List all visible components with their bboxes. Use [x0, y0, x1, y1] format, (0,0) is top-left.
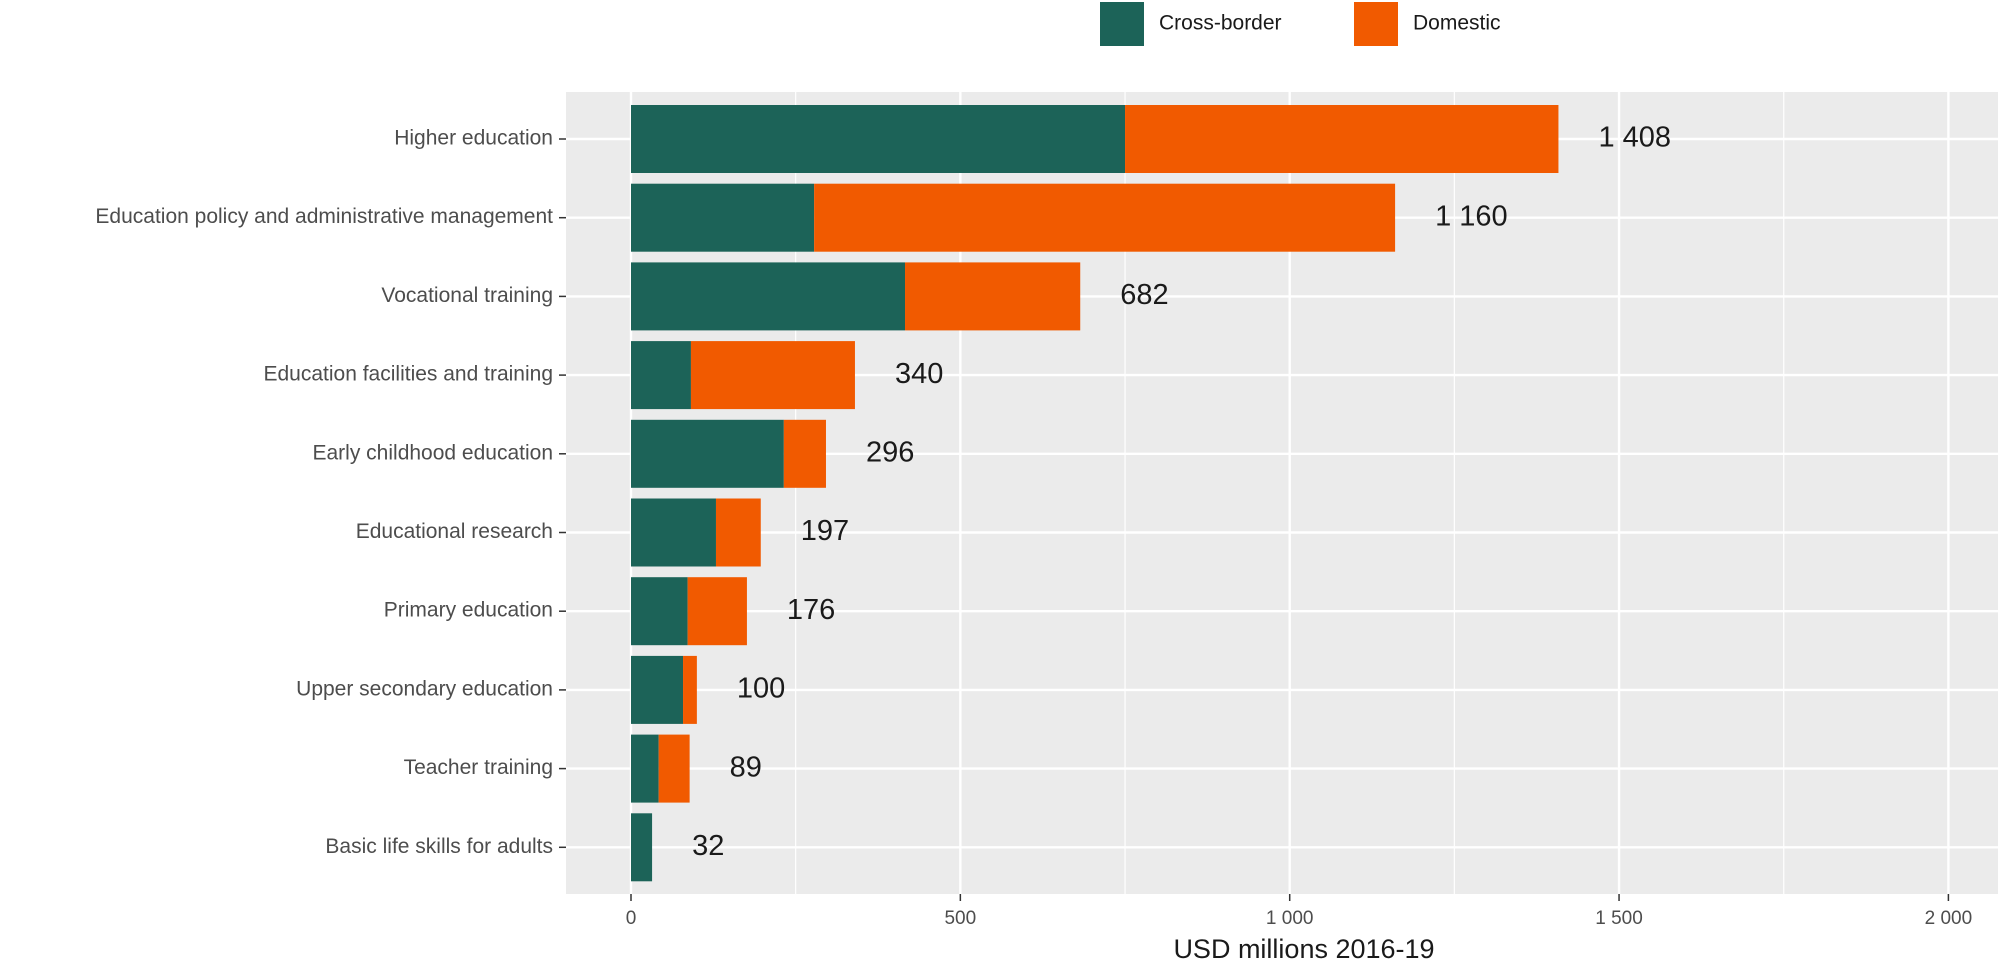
legend-swatch-domestic: [1354, 2, 1398, 46]
category-label: Upper secondary education: [296, 677, 553, 700]
category-label: Basic life skills for adults: [325, 835, 553, 858]
legend-label-cross-border: Cross-border: [1159, 12, 1282, 35]
legend-label-domestic: Domestic: [1413, 12, 1501, 35]
total-label: 1 160: [1435, 200, 1508, 232]
total-labels: 1 408 1 160 682 340 296 197 176 100 89 32: [692, 122, 1671, 862]
bar-domestic: [814, 183, 1396, 252]
x-tick-label: 1 500: [1595, 908, 1643, 929]
category-label: Education policy and administrative mana…: [95, 205, 553, 228]
bar-domestic: [1125, 105, 1559, 173]
category-label: Educational research: [356, 520, 553, 543]
total-label: 340: [895, 358, 943, 390]
bar-domestic: [687, 577, 747, 646]
x-tick-label: 0: [626, 908, 637, 929]
bar-domestic: [715, 498, 761, 567]
total-label: 100: [737, 673, 785, 705]
x-tick-label: 500: [944, 908, 976, 929]
legend: Cross-border Domestic: [1100, 2, 1501, 46]
bar-cross-border: [631, 498, 716, 567]
total-label: 32: [692, 830, 724, 862]
bar-domestic: [658, 734, 690, 803]
bar-cross-border: [631, 813, 653, 882]
category-label: Education facilities and training: [263, 363, 553, 386]
x-tick-label: 1 000: [1266, 908, 1314, 929]
category-label: Vocational training: [381, 284, 553, 307]
bar-domestic: [905, 262, 1081, 331]
total-label: 89: [730, 751, 762, 783]
bar-cross-border: [631, 262, 906, 331]
total-label: 1 408: [1598, 122, 1671, 154]
total-label: 197: [801, 515, 849, 547]
legend-swatch-cross-border: [1100, 2, 1144, 46]
x-axis-ticks: 0 500 1 000 1 500 2 000: [626, 894, 1972, 929]
bar-cross-border: [631, 341, 691, 410]
bar-cross-border: [631, 105, 1126, 173]
bar-domestic: [683, 655, 697, 724]
bar-domestic: [690, 341, 855, 410]
category-label: Higher education: [394, 127, 553, 150]
total-label: 682: [1120, 279, 1168, 311]
category-label: Teacher training: [404, 756, 553, 779]
bar-cross-border: [631, 419, 784, 488]
bars: [631, 105, 1559, 882]
category-label: Primary education: [384, 599, 553, 622]
total-label: 296: [866, 436, 914, 468]
bar-cross-border: [631, 183, 815, 252]
category-label: Early childhood education: [313, 441, 554, 464]
x-axis-title: USD millions 2016-19: [1173, 934, 1434, 964]
x-tick-label: 2 000: [1925, 908, 1973, 929]
category-labels: Higher education Education policy and adm…: [95, 127, 566, 858]
bar-domestic: [783, 419, 826, 488]
bar-cross-border: [631, 734, 659, 803]
bar-cross-border: [631, 577, 688, 646]
bar-cross-border: [631, 655, 684, 724]
total-label: 176: [787, 594, 835, 626]
